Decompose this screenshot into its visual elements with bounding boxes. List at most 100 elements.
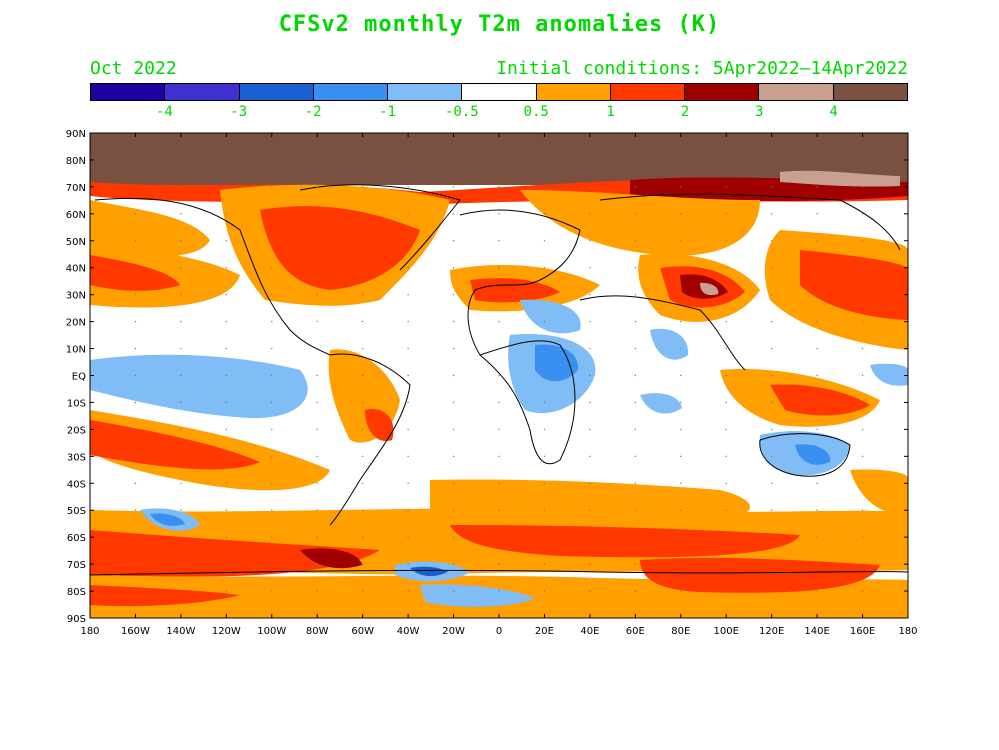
grid-dot (316, 293, 318, 296)
grid-dot (271, 347, 273, 350)
colorbar-swatch (536, 84, 611, 100)
grid-dot (225, 267, 228, 269)
grid-dot (543, 401, 546, 404)
grid-dot (543, 482, 546, 484)
colorbar-label: 2 (680, 104, 690, 120)
grid-dot (271, 590, 273, 592)
longitude-label: 20W (442, 626, 465, 637)
grid-dot (770, 267, 773, 269)
grid-dot (407, 293, 409, 296)
grid-dot (680, 159, 682, 161)
grid-dot (361, 482, 364, 484)
grid-dot (543, 509, 546, 511)
colorbar-label: 3 (755, 104, 764, 120)
latitude-label: 20S (67, 425, 86, 436)
grid-dot (452, 536, 455, 538)
grid-dot (452, 347, 455, 350)
grid-dot (134, 455, 137, 458)
grid-dot (770, 482, 773, 484)
grid-dot (816, 536, 818, 538)
grid-dot (861, 240, 864, 242)
grid-dot (725, 240, 727, 242)
grid-dot (180, 401, 182, 404)
grid-dot (134, 374, 137, 377)
grid-dot (134, 267, 137, 269)
grid-dot (134, 293, 137, 296)
grid-dot (861, 347, 864, 350)
grid-dot (316, 455, 318, 458)
grid-dot (861, 374, 864, 377)
latitude-label: 40N (66, 264, 86, 275)
grid-dot (634, 293, 637, 296)
latitude-label: 50N (66, 237, 86, 248)
grid-dot (180, 428, 182, 431)
grid-dot (861, 455, 864, 458)
longitude-labels: 180 160W 140W 120W 100W 80W 60W 40W 20W 0 20E 40E 60… (80, 626, 917, 637)
grid-dot (225, 347, 228, 350)
grid-dot (452, 509, 455, 511)
grid-dot (770, 563, 773, 565)
grid-dot (271, 401, 273, 404)
grid-dot (271, 374, 273, 377)
grid-dot (634, 590, 637, 592)
grid-dot (180, 347, 182, 350)
grid-dot (407, 509, 409, 511)
grid-dot (180, 293, 182, 296)
grid-dot (816, 455, 818, 458)
grid-dot (770, 347, 773, 350)
grid-dot (770, 455, 773, 458)
grid-dot (498, 347, 500, 350)
grid-dot (498, 455, 500, 458)
grid-dot (452, 374, 455, 377)
latitude-label: 50S (67, 506, 86, 517)
grid-dot (543, 320, 546, 323)
grid-dot (180, 536, 182, 538)
grid-dot (498, 401, 500, 404)
latitude-labels: 90N 80N 70N 60N 50N 40N 30N 20N 10N EQ 10S 20S 30S 40… (66, 129, 86, 625)
grid-dot (498, 482, 500, 484)
grid-dot (225, 293, 228, 296)
colorbar-label: -3 (230, 104, 248, 120)
grid-dot (634, 267, 637, 269)
colorbar-label: -4 (155, 104, 173, 120)
latitude-label: 20N (66, 318, 86, 329)
grid-dot (316, 509, 318, 511)
grid-dot (589, 240, 591, 242)
grid-dot (725, 213, 727, 215)
latitude-label: 90N (66, 129, 86, 140)
grid-dot (498, 293, 500, 296)
grid-dot (725, 563, 727, 565)
grid-dot (770, 213, 773, 215)
grid-dot (770, 509, 773, 511)
grid-dot (589, 293, 591, 296)
grid-dot (634, 509, 637, 511)
grid-dot (680, 240, 682, 242)
grid-dot (498, 536, 500, 538)
grid-dot (225, 536, 228, 538)
grid-dot (816, 240, 818, 242)
grid (134, 159, 864, 592)
grid-dot (680, 374, 682, 377)
longitude-label: 60W (351, 626, 374, 637)
grid-dot (361, 455, 364, 458)
grid-dot (407, 347, 409, 350)
grid-dot (271, 159, 273, 161)
grid-dot (589, 320, 591, 323)
grid-dot (271, 293, 273, 296)
map-title: CFSv2 monthly T2m anomalies (K) (278, 12, 721, 37)
grid-dot (407, 240, 409, 242)
colorbar-label: -0.5 (444, 104, 479, 120)
grid-dot (770, 240, 773, 242)
grid-dot (271, 536, 273, 538)
longitude-label: 140W (166, 626, 195, 637)
grid-dot (589, 347, 591, 350)
grid-dot (316, 213, 318, 215)
grid-dot (861, 536, 864, 538)
grid-dot (134, 347, 137, 350)
grid-dot (498, 240, 500, 242)
grid-dot (452, 482, 455, 484)
grid-dot (680, 213, 682, 215)
grid-dot (316, 159, 318, 161)
grid-dot (452, 293, 455, 296)
colorbar-label: -1 (379, 104, 396, 120)
